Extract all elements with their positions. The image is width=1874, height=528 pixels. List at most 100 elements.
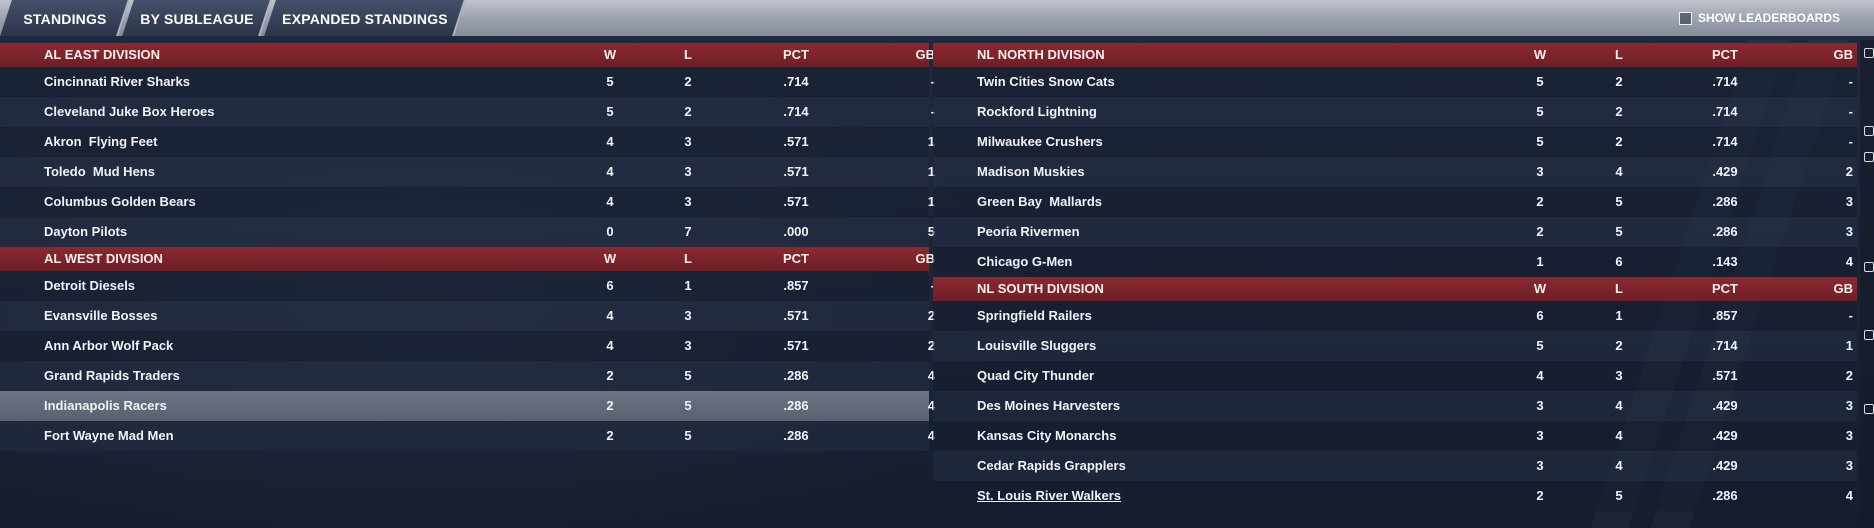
- team-name[interactable]: Rockford Lightning: [977, 104, 1097, 119]
- show-leaderboards-label: SHOW LEADERBOARDS: [1697, 11, 1840, 25]
- col-wins-header[interactable]: W: [1533, 47, 1547, 62]
- team-name[interactable]: Detroit Diesels: [44, 278, 136, 293]
- team-name[interactable]: Cleveland Juke Box Heroes: [44, 104, 215, 119]
- show-leaderboards-toggle[interactable]: SHOW LEADERBOARDS: [1678, 9, 1840, 27]
- team-row[interactable]: Madison Muskies 3 4 .429 2: [933, 157, 1857, 187]
- col-gb-header[interactable]: GB: [915, 251, 936, 266]
- team-name[interactable]: Toledo Mud Hens: [44, 164, 155, 179]
- col-pct-header[interactable]: PCT: [1712, 281, 1738, 296]
- team-row[interactable]: Columbus Golden Bears 4 3 .571 1: [0, 187, 935, 217]
- mail-icon[interactable]: [1864, 152, 1874, 162]
- team-name[interactable]: Grand Rapids Traders: [44, 368, 180, 383]
- team-row[interactable]: Kansas City Monarchs 3 4 .429 3: [933, 421, 1857, 451]
- team-row[interactable]: Akron Flying Feet 4 3 .571 1: [0, 127, 935, 157]
- team-pct: .571: [783, 308, 809, 323]
- settings-icon[interactable]: [1864, 404, 1874, 414]
- team-row[interactable]: Green Bay Mallards 2 5 .286 3: [933, 187, 1857, 217]
- team-row[interactable]: Milwaukee Crushers 5 2 .714 -: [933, 127, 1857, 157]
- tab-label: STANDINGS: [23, 11, 107, 27]
- team-losses: 5: [1615, 224, 1623, 239]
- tab-expanded-standings[interactable]: EXPANDED STANDINGS: [270, 0, 460, 36]
- team-row-selected[interactable]: Indianapolis Racers 2 5 .286 4: [0, 391, 935, 421]
- col-gb-header[interactable]: GB: [1833, 281, 1854, 296]
- team-name[interactable]: Quad City Thunder: [977, 368, 1094, 383]
- team-losses: 5: [1615, 488, 1623, 503]
- team-row[interactable]: Cedar Rapids Grapplers 3 4 .429 3: [933, 451, 1857, 481]
- team-name[interactable]: Chicago G-Men: [977, 254, 1073, 269]
- team-name[interactable]: Kansas City Monarchs: [977, 428, 1117, 443]
- team-name[interactable]: Indianapolis Racers: [44, 398, 167, 413]
- col-gb-header[interactable]: GB: [915, 47, 936, 62]
- col-losses-header[interactable]: L: [684, 47, 692, 62]
- col-wins-header[interactable]: W: [603, 251, 617, 266]
- tab-standings[interactable]: STANDINGS: [6, 0, 124, 36]
- team-name[interactable]: Twin Cities Snow Cats: [977, 74, 1115, 89]
- team-row[interactable]: Des Moines Harvesters 3 4 .429 3: [933, 391, 1857, 421]
- team-wins: 3: [1536, 398, 1544, 413]
- team-pct: .429: [1712, 458, 1738, 473]
- team-row[interactable]: Fort Wayne Mad Men 2 5 .286 4: [0, 421, 935, 451]
- team-pct: .714: [783, 74, 809, 89]
- team-name[interactable]: Des Moines Harvesters: [977, 398, 1121, 413]
- team-name[interactable]: Madison Muskies: [977, 164, 1085, 179]
- chart-icon[interactable]: [1864, 330, 1874, 340]
- tab-by-subleague[interactable]: BY SUBLEAGUE: [128, 0, 266, 36]
- col-pct-header[interactable]: PCT: [783, 47, 809, 62]
- team-gb: -: [905, 97, 935, 127]
- team-row[interactable]: Cincinnati River Sharks 5 2 .714 -: [0, 67, 935, 97]
- team-row[interactable]: Cleveland Juke Box Heroes 5 2 .714 -: [0, 97, 935, 127]
- team-name[interactable]: Akron Flying Feet: [44, 134, 158, 149]
- team-name[interactable]: Milwaukee Crushers: [977, 134, 1103, 149]
- team-row[interactable]: Springfield Railers 6 1 .857 -: [933, 301, 1857, 331]
- team-row[interactable]: Rockford Lightning 5 2 .714 -: [933, 97, 1857, 127]
- team-row[interactable]: Twin Cities Snow Cats 5 2 .714 -: [933, 67, 1857, 97]
- team-gb: 4: [1845, 254, 1853, 269]
- calendar-icon[interactable]: [1864, 262, 1874, 272]
- team-name-link[interactable]: St. Louis River Walkers: [977, 488, 1122, 503]
- team-name[interactable]: Evansville Bosses: [44, 308, 158, 323]
- team-pct: .429: [1712, 428, 1738, 443]
- team-row[interactable]: St. Louis River Walkers 2 5 .286 4: [933, 481, 1857, 511]
- menu-icon[interactable]: [1864, 48, 1874, 58]
- team-row[interactable]: Detroit Diesels 6 1 .857 -: [0, 271, 935, 301]
- team-row[interactable]: Dayton Pilots 0 7 .000 5: [0, 217, 935, 247]
- team-name[interactable]: Fort Wayne Mad Men: [44, 428, 174, 443]
- team-name[interactable]: Green Bay Mallards: [977, 194, 1102, 209]
- team-pct: .571: [783, 194, 809, 209]
- team-row[interactable]: Evansville Bosses 4 3 .571 2: [0, 301, 935, 331]
- team-wins: 2: [1536, 224, 1544, 239]
- show-leaderboards-checkbox[interactable]: [1678, 11, 1692, 25]
- team-name[interactable]: Ann Arbor Wolf Pack: [44, 338, 174, 353]
- list-icon[interactable]: [1864, 126, 1874, 136]
- team-name[interactable]: Cincinnati River Sharks: [44, 74, 190, 89]
- team-row[interactable]: Grand Rapids Traders 2 5 .286 4: [0, 361, 935, 391]
- division-header: NL SOUTH DIVISION W L PCT GB: [933, 277, 1857, 301]
- team-name[interactable]: Columbus Golden Bears: [44, 194, 196, 209]
- team-gb: 1: [927, 164, 935, 179]
- team-losses: 2: [1615, 104, 1623, 119]
- col-wins-header[interactable]: W: [1533, 281, 1547, 296]
- team-row[interactable]: Toledo Mud Hens 4 3 .571 1: [0, 157, 935, 187]
- team-pct: .857: [783, 278, 809, 293]
- col-pct-header[interactable]: PCT: [783, 251, 809, 266]
- team-pct: .286: [783, 368, 809, 383]
- team-name[interactable]: Peoria Rivermen: [977, 224, 1080, 239]
- team-row[interactable]: Chicago G-Men 1 6 .143 4: [933, 247, 1857, 277]
- team-row[interactable]: Quad City Thunder 4 3 .571 2: [933, 361, 1857, 391]
- team-name[interactable]: Cedar Rapids Grapplers: [977, 458, 1126, 473]
- team-name[interactable]: Dayton Pilots: [44, 224, 128, 239]
- team-losses: 2: [1615, 74, 1623, 89]
- right-standings-panel: NL NORTH DIVISION W L PCT GB Twin Cities…: [933, 43, 1857, 511]
- col-gb-header[interactable]: GB: [1833, 47, 1854, 62]
- team-name[interactable]: Louisville Sluggers: [977, 338, 1097, 353]
- team-row[interactable]: Peoria Rivermen 2 5 .286 3: [933, 217, 1857, 247]
- col-losses-header[interactable]: L: [1615, 47, 1623, 62]
- team-losses: 1: [684, 278, 692, 293]
- col-losses-header[interactable]: L: [684, 251, 692, 266]
- col-pct-header[interactable]: PCT: [1712, 47, 1738, 62]
- col-wins-header[interactable]: W: [603, 47, 617, 62]
- team-row[interactable]: Louisville Sluggers 5 2 .714 1: [933, 331, 1857, 361]
- team-name[interactable]: Springfield Railers: [977, 308, 1092, 323]
- col-losses-header[interactable]: L: [1615, 281, 1623, 296]
- team-row[interactable]: Ann Arbor Wolf Pack 4 3 .571 2: [0, 331, 935, 361]
